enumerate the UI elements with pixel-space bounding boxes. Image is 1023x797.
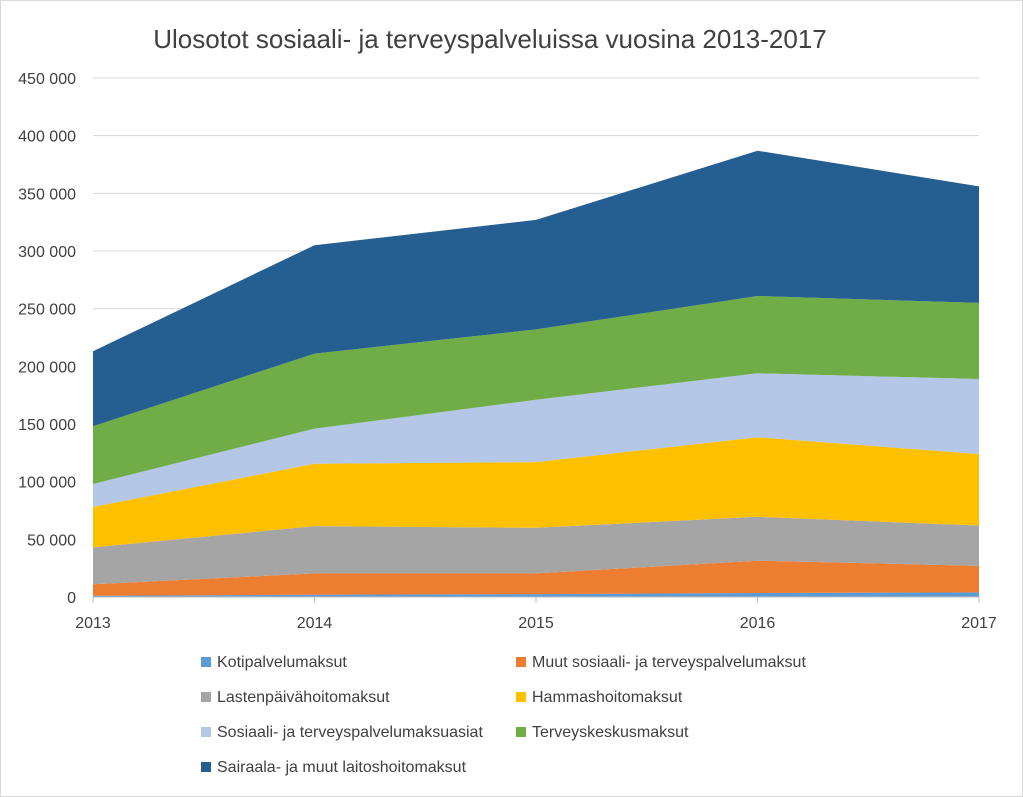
- y-tick-label: 450 000: [18, 71, 76, 88]
- area-series-7: [93, 150, 979, 427]
- x-tick-label: 2015: [518, 615, 554, 632]
- x-tick-label: 2017: [961, 615, 997, 632]
- x-tick-label: 2016: [740, 615, 776, 632]
- legend-swatch: [516, 657, 526, 667]
- legend-label: Sairaala- ja muut laitoshoitomaksut: [217, 759, 467, 776]
- legend-swatch: [516, 692, 526, 702]
- area-series-6: [93, 296, 979, 484]
- legend-swatch: [516, 727, 526, 737]
- x-tick-label: 2013: [75, 615, 111, 632]
- y-tick-label: 400 000: [18, 129, 76, 146]
- y-tick-label: 250 000: [18, 302, 76, 319]
- y-tick-label: 150 000: [18, 417, 76, 434]
- y-tick-label: 300 000: [18, 244, 76, 261]
- legend-label: Muut sosiaali- ja terveyspalvelumaksut: [532, 654, 806, 671]
- y-tick-label: 100 000: [18, 475, 76, 492]
- area-series: [93, 150, 979, 597]
- chart-title: Ulosotot sosiaali- ja terveyspalveluissa…: [153, 24, 827, 54]
- axes: 0 50 000 100 000 150 000 200 000 250 000 300 0…: [18, 71, 997, 632]
- y-tick-label: 200 000: [18, 359, 76, 376]
- area-series-3: [93, 516, 979, 585]
- y-tick-label: 350 000: [18, 186, 76, 203]
- y-tick-label: 50 000: [27, 532, 76, 549]
- legend-label: Hammashoitomaksut: [532, 689, 683, 706]
- legend-label: Sosiaali- ja terveyspalvelumaksuasiat: [217, 724, 483, 741]
- legend: Kotipalvelumaksut Muut sosiaali- ja terve…: [201, 654, 806, 776]
- area-series-1: [93, 592, 979, 597]
- legend-label: Lastenpäivähoitomaksut: [217, 689, 390, 706]
- legend-label: Kotipalvelumaksut: [217, 654, 347, 671]
- area-series-2: [93, 560, 979, 596]
- legend-swatch: [201, 762, 211, 772]
- area-series-5: [93, 373, 979, 507]
- x-tick-label: 2014: [297, 615, 333, 632]
- legend-swatch: [201, 692, 211, 702]
- area-series-4: [93, 437, 979, 548]
- legend-swatch: [201, 727, 211, 737]
- y-tick-label: 0: [67, 590, 76, 607]
- legend-label: Terveyskeskusmaksut: [532, 724, 689, 741]
- legend-swatch: [201, 657, 211, 667]
